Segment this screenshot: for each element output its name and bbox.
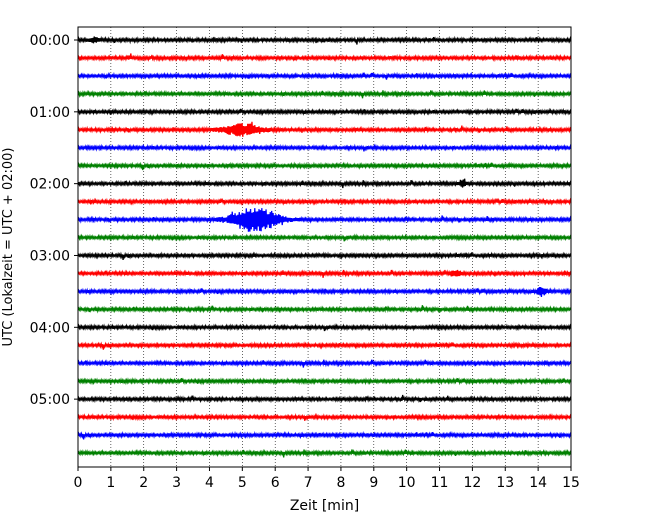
seismic-trace [77,376,572,386]
seismic-trace [77,71,572,81]
seismic-trace [77,359,572,368]
seismic-trace [77,208,572,232]
seismic-trace [77,233,572,242]
seismic-trace [77,107,572,117]
seismic-trace [77,89,572,99]
seismic-trace [77,430,572,440]
x-tick-label: 5 [238,475,247,491]
x-tick-label: 4 [205,475,214,491]
seismic-trace [77,341,572,350]
x-tick-label: 0 [74,475,83,491]
seismic-trace [77,305,572,314]
y-axis-label: UTC (Lokalzeit = UTC + 02:00) [1,148,16,347]
y-axis-ticks: 00:00 01:00 02:00 03:00 04:00 05:00 [30,33,78,408]
x-tick-label: 14 [529,475,547,491]
y-tick-label: 01:00 [30,105,70,121]
grid-layer [110,27,539,467]
x-axis-ticks: 0 1 2 3 4 5 6 7 8 9 10 11 12 13 14 15 [74,467,580,491]
x-tick-label: 6 [271,475,280,491]
x-tick-label: 9 [369,475,378,491]
seismic-trace [77,178,572,189]
seismic-trace [77,197,572,206]
x-tick-label: 10 [398,475,416,491]
x-axis-label: Zeit [min] [290,498,359,514]
seismic-trace [77,53,572,63]
x-tick-label: 13 [496,475,514,491]
x-tick-label: 1 [106,475,115,491]
seismic-trace [77,269,572,278]
y-tick-label: 00:00 [30,33,70,49]
seismic-trace [77,412,572,422]
seismic-trace [77,143,572,152]
plot-frame [77,26,572,468]
seismic-trace [77,35,572,45]
x-tick-label: 12 [463,475,481,491]
x-tick-label: 7 [304,475,313,491]
seismic-trace [77,251,572,260]
x-tick-label: 3 [172,475,181,491]
seismic-trace [77,323,572,332]
x-tick-label: 15 [562,475,580,491]
y-tick-label: 04:00 [30,320,70,336]
y-tick-label: 02:00 [30,177,70,193]
seismic-trace [77,161,572,171]
x-tick-label: 2 [139,475,148,491]
y-tick-label: 03:00 [30,248,70,264]
traces-layer [77,35,572,458]
seismic-trace [77,121,572,137]
seismic-trace [77,448,572,458]
x-tick-label: 11 [431,475,449,491]
seismic-trace [77,286,572,297]
y-tick-label: 05:00 [30,392,70,408]
seismic-trace [77,394,572,404]
x-tick-label: 8 [336,475,345,491]
